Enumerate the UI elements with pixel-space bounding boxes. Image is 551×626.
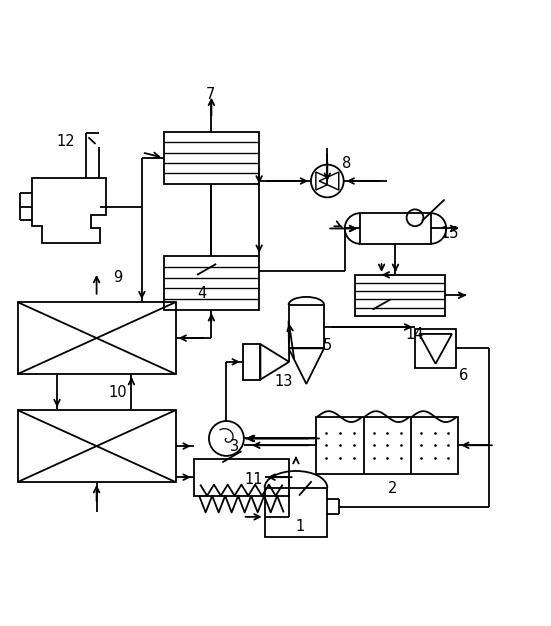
Bar	[243, 344, 261, 379]
Bar	[18, 302, 176, 374]
Text: 12: 12	[56, 134, 75, 149]
Text: 2: 2	[388, 481, 397, 496]
Bar	[264, 488, 327, 536]
Bar	[355, 275, 445, 316]
Bar	[415, 329, 456, 367]
Text: 1: 1	[295, 520, 305, 535]
Text: 8: 8	[342, 155, 351, 170]
Polygon shape	[319, 172, 339, 190]
Text: 6: 6	[459, 368, 468, 383]
Bar	[164, 132, 259, 183]
Text: 5: 5	[323, 338, 332, 353]
Text: 9: 9	[113, 270, 122, 285]
Polygon shape	[316, 172, 336, 190]
Text: 15: 15	[441, 227, 460, 242]
Bar	[164, 256, 259, 310]
Bar	[360, 213, 431, 244]
Text: 4: 4	[197, 287, 207, 301]
Text: 13: 13	[274, 374, 293, 389]
Bar	[316, 417, 458, 474]
Text: 14: 14	[406, 327, 424, 342]
Bar	[289, 305, 324, 348]
Bar	[194, 459, 289, 496]
Text: 10: 10	[108, 384, 127, 399]
Text: 7: 7	[206, 87, 215, 102]
Text: 11: 11	[245, 472, 263, 487]
Bar	[18, 410, 176, 482]
Text: 3: 3	[230, 439, 239, 454]
